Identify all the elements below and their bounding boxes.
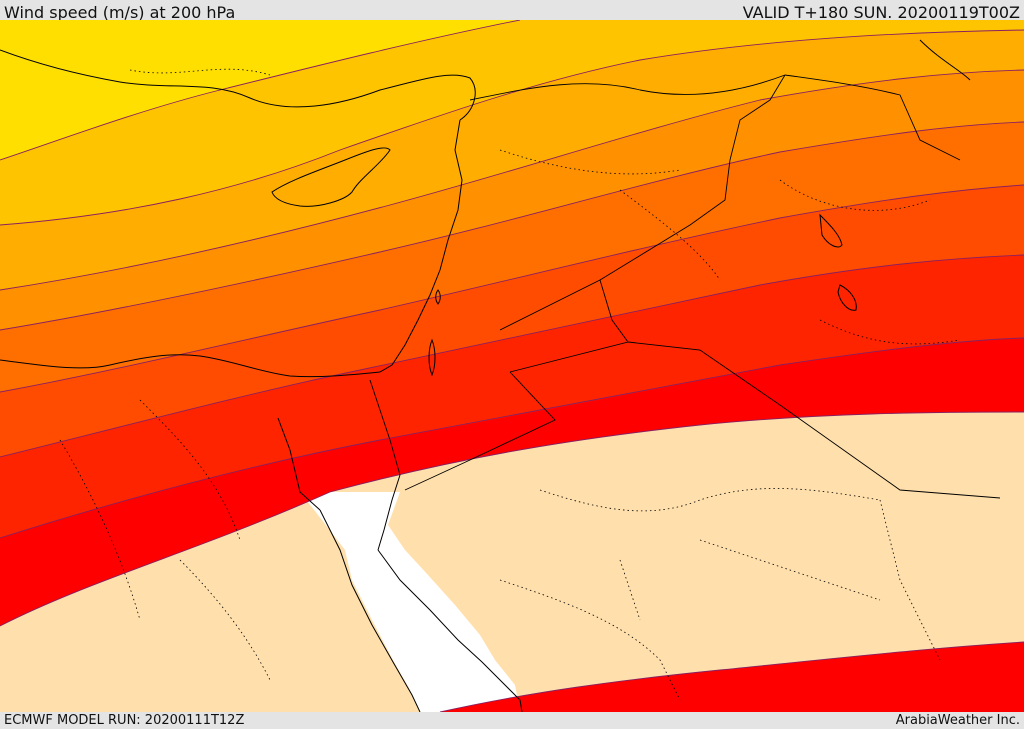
coastlines [0, 39, 971, 712]
map-canvas [0, 20, 1024, 712]
valid-time: VALID T+180 SUN. 20200119T00Z [742, 3, 1020, 22]
provider-credit: ArabiaWeather Inc. [895, 713, 1020, 728]
red-sea [300, 492, 520, 712]
province-borders [59, 68, 961, 701]
wind-speed-map [0, 20, 1024, 712]
map-title: Wind speed (m/s) at 200 hPa [4, 3, 236, 22]
band-8-south [440, 642, 1024, 712]
country-borders [369, 74, 1001, 499]
model-run: ECMWF MODEL RUN: 20200111T12Z [4, 713, 245, 728]
isotach-lines [0, 20, 1024, 712]
band-1 [0, 20, 520, 160]
